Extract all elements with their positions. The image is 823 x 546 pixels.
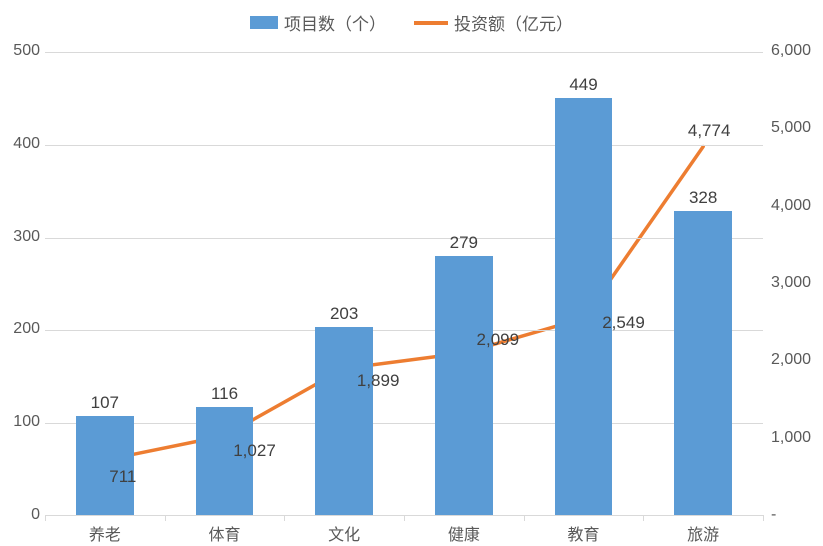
legend-item-bar: 项目数（个） — [250, 10, 386, 35]
bar — [196, 407, 253, 515]
x-tick — [763, 515, 764, 521]
bar-value-label: 328 — [689, 188, 717, 208]
y-left-tick-label: 500 — [0, 42, 40, 60]
x-category-label: 体育 — [208, 521, 240, 545]
x-category-label: 健康 — [448, 521, 480, 545]
y-right-tick-label: - — [771, 506, 823, 524]
line-value-label: 1,027 — [233, 441, 276, 461]
gridline — [45, 238, 763, 239]
legend-label-bar: 项目数（个） — [284, 10, 386, 35]
y-right-tick-label: 4,000 — [771, 197, 823, 215]
bar — [76, 416, 133, 515]
bar-value-label: 449 — [569, 75, 597, 95]
gridline — [45, 330, 763, 331]
bar-value-label: 116 — [211, 384, 238, 404]
line-value-label: 2,099 — [477, 330, 520, 350]
legend-label-line: 投资额（亿元） — [454, 10, 573, 35]
line-path — [105, 147, 703, 461]
legend-swatch-bar — [250, 16, 278, 29]
y-left-tick-label: 100 — [0, 413, 40, 431]
x-tick — [643, 515, 644, 521]
y-left-tick-label: 300 — [0, 228, 40, 246]
bar-value-label: 107 — [91, 393, 119, 413]
legend: 项目数（个） 投资额（亿元） — [0, 10, 823, 35]
bar — [315, 327, 372, 515]
x-tick — [45, 515, 46, 521]
line-value-label: 711 — [109, 467, 136, 487]
legend-swatch-line — [414, 21, 448, 25]
x-category-label: 教育 — [567, 521, 599, 545]
line-value-label: 1,899 — [357, 371, 400, 391]
x-tick — [284, 515, 285, 521]
plot-area: 0100200300400500-1,0002,0003,0004,0005,0… — [45, 52, 763, 516]
bar — [435, 256, 492, 515]
bar-value-label: 279 — [450, 233, 478, 253]
line-value-label: 2,549 — [602, 313, 645, 333]
x-category-label: 文化 — [328, 521, 360, 545]
y-right-tick-label: 5,000 — [771, 119, 823, 137]
chart-root: 项目数（个） 投资额（亿元） 0100200300400500-1,0002,0… — [0, 0, 823, 546]
line-series — [45, 52, 763, 515]
y-left-tick-label: 400 — [0, 135, 40, 153]
bar-value-label: 203 — [330, 304, 358, 324]
x-tick — [524, 515, 525, 521]
line-value-label: 4,774 — [688, 121, 731, 141]
legend-item-line: 投资额（亿元） — [414, 10, 573, 35]
bar — [674, 211, 731, 515]
y-right-tick-label: 6,000 — [771, 42, 823, 60]
y-right-tick-label: 3,000 — [771, 274, 823, 292]
y-left-tick-label: 200 — [0, 320, 40, 338]
gridline — [45, 423, 763, 424]
gridline — [45, 52, 763, 53]
y-right-tick-label: 2,000 — [771, 351, 823, 369]
x-tick — [404, 515, 405, 521]
y-left-tick-label: 0 — [0, 506, 40, 524]
gridline — [45, 145, 763, 146]
bar — [555, 98, 612, 515]
x-category-label: 养老 — [89, 521, 121, 545]
y-right-tick-label: 1,000 — [771, 429, 823, 447]
x-category-label: 旅游 — [687, 521, 719, 545]
x-tick — [165, 515, 166, 521]
